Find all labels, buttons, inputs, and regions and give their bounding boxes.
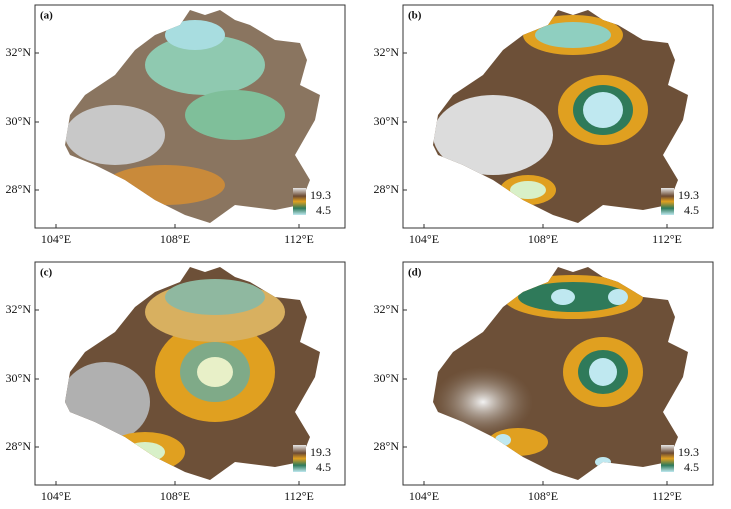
map-zone: [551, 289, 575, 305]
legend-max: 19.3: [310, 445, 331, 459]
legend-colorbar: [661, 445, 674, 472]
map-zone: [165, 20, 225, 50]
panel-label: (a): [40, 10, 53, 22]
legend-min: 4.5: [684, 460, 699, 474]
y-tick-label: 30°N: [6, 371, 32, 385]
map-panel: (b) 32°N 30°N 28°N 104°E 108°E 112°E 19.34.5: [374, 4, 714, 246]
legend-min: 4.5: [316, 203, 331, 217]
panel-label: (c): [40, 267, 53, 279]
map-zone: [197, 357, 233, 387]
y-tick-label: 32°N: [374, 45, 400, 59]
x-tick-label: 112°E: [284, 489, 314, 503]
x-tick-label: 108°E: [528, 232, 558, 246]
legend-max: 19.3: [678, 188, 699, 202]
y-tick-label: 30°N: [6, 114, 32, 128]
map-zone: [608, 289, 628, 305]
map-panel: (a) 32°N 30°N 28°N 104°E 108°E 112°E 19.34.5: [6, 4, 346, 246]
map-zone: [185, 90, 285, 140]
x-tick-label: 108°E: [160, 489, 190, 503]
legend-min: 4.5: [316, 460, 331, 474]
map-zone: [510, 181, 546, 199]
map-panel: (d) 32°N 30°N 28°N 104°E 108°E 112°E 19.34.5: [374, 261, 714, 503]
map-zone: [145, 35, 265, 95]
y-tick-label: 28°N: [374, 439, 400, 453]
y-tick-label: 30°N: [374, 114, 400, 128]
x-tick-label: 112°E: [652, 489, 682, 503]
map-zone: [65, 105, 165, 165]
panel-label: (d): [408, 267, 422, 279]
legend-max: 19.3: [310, 188, 331, 202]
map-zone: [535, 22, 611, 48]
y-tick-label: 30°N: [374, 371, 400, 385]
x-tick-label: 104°E: [41, 489, 71, 503]
x-tick-label: 104°E: [409, 489, 439, 503]
legend-colorbar: [661, 188, 674, 215]
map-zone: [165, 279, 265, 315]
y-tick-label: 32°N: [374, 302, 400, 316]
y-tick-label: 28°N: [6, 182, 32, 196]
x-tick-label: 108°E: [160, 232, 190, 246]
y-tick-label: 28°N: [374, 182, 400, 196]
legend-colorbar: [293, 445, 306, 472]
x-tick-label: 112°E: [652, 232, 682, 246]
y-tick-label: 32°N: [6, 45, 32, 59]
map-zone: [433, 367, 533, 437]
map-panel: (c) 32°N 30°N 28°N 104°E 108°E 112°E 19.34.5: [6, 261, 346, 503]
map-region: [433, 267, 688, 480]
x-tick-label: 104°E: [409, 232, 439, 246]
y-tick-label: 32°N: [6, 302, 32, 316]
map-zone: [589, 358, 617, 386]
map-zone: [433, 95, 553, 175]
legend-min: 4.5: [684, 203, 699, 217]
legend-max: 19.3: [678, 445, 699, 459]
legend-colorbar: [293, 188, 306, 215]
x-tick-label: 112°E: [284, 232, 314, 246]
panel-label: (b): [408, 10, 422, 22]
map-zone: [583, 92, 623, 128]
y-tick-label: 28°N: [6, 439, 32, 453]
x-tick-label: 108°E: [528, 489, 558, 503]
x-tick-label: 104°E: [41, 232, 71, 246]
